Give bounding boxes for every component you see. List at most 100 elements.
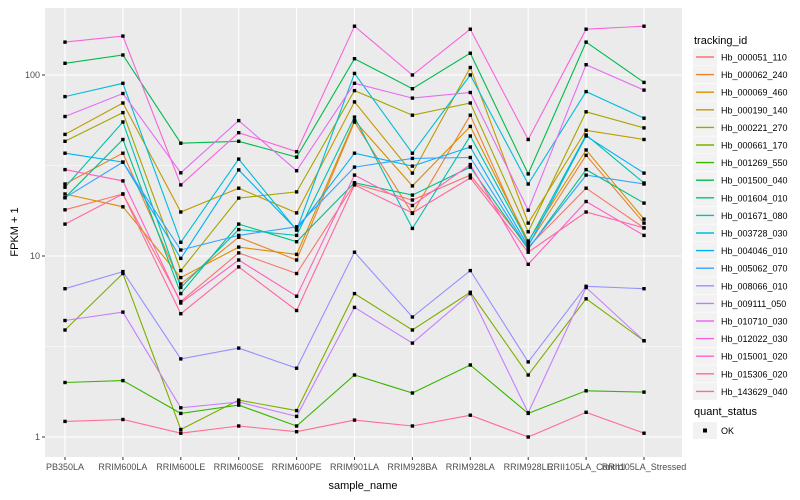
data-point-marker <box>121 160 125 164</box>
data-points <box>63 24 646 439</box>
data-point-marker <box>63 208 67 212</box>
data-point-marker <box>294 155 299 159</box>
data-point-marker <box>584 63 588 67</box>
data-point-marker <box>642 339 646 343</box>
data-point-marker <box>468 90 472 95</box>
data-point-marker <box>642 221 646 225</box>
data-point-marker <box>642 137 646 142</box>
data-point-marker <box>294 414 299 419</box>
data-point-marker <box>410 193 415 197</box>
data-point-marker <box>63 196 67 200</box>
data-point-marker <box>179 256 183 261</box>
data-point-marker <box>642 287 646 291</box>
data-point-marker <box>121 53 125 57</box>
data-point-marker <box>121 91 125 96</box>
data-point-marker <box>468 155 472 160</box>
data-point-marker <box>352 118 357 123</box>
data-point-marker <box>584 199 588 204</box>
legend-item-Hb_001671_080: Hb_001671_080 <box>693 206 788 224</box>
data-point-marker <box>121 120 125 124</box>
data-point-marker <box>179 291 183 296</box>
data-point-marker <box>179 268 183 273</box>
data-point-marker <box>121 417 125 422</box>
legend-label-Hb_012022_030: Hb_012022_030 <box>721 334 788 344</box>
data-point-marker <box>526 230 530 234</box>
data-point-marker <box>179 275 183 280</box>
data-point-marker <box>642 390 646 394</box>
data-point-marker <box>294 271 299 276</box>
data-point-marker <box>121 34 125 38</box>
data-point-marker <box>237 222 241 226</box>
data-point-marker <box>410 315 415 319</box>
data-point-marker <box>63 182 67 186</box>
data-point-marker <box>237 258 241 262</box>
y-tick-label-10: 10 <box>30 251 40 261</box>
data-point-marker <box>294 308 299 313</box>
data-point-marker <box>526 373 530 377</box>
data-point-marker <box>410 424 415 428</box>
data-point-marker <box>410 171 415 175</box>
axis-ticks-and-labels: 1 10 100 PB350LA RRIM600LA RRIM600LE RRIM600SE… <box>25 70 686 472</box>
y-axis-title: FPKM + 1 <box>9 207 21 256</box>
data-point-marker <box>468 113 472 117</box>
legend-label-Hb_005062_070: Hb_005062_070 <box>721 264 788 274</box>
data-point-marker <box>584 173 588 177</box>
plot-panel <box>45 8 682 457</box>
legend-item-Hb_143629_040: Hb_143629_040 <box>693 382 788 400</box>
legend-item-Hb_012022_030: Hb_012022_030 <box>693 330 788 348</box>
data-point-marker <box>410 96 415 100</box>
data-point-marker <box>352 173 357 177</box>
data-point-marker <box>294 150 299 154</box>
data-point-marker <box>179 210 183 214</box>
data-point-marker <box>468 65 472 70</box>
data-point-marker <box>294 408 299 413</box>
data-point-marker <box>237 157 241 161</box>
legend-label-Hb_001604_010: Hb_001604_010 <box>721 193 788 203</box>
data-point-marker <box>352 57 357 61</box>
data-point-marker <box>410 113 415 117</box>
data-point-marker <box>584 128 588 132</box>
legend-label-Hb_143629_040: Hb_143629_040 <box>721 387 788 397</box>
data-point-marker <box>179 411 183 416</box>
x-tick-label-RRIM928LA: RRIM928LA <box>446 462 495 472</box>
data-point-marker <box>237 139 241 143</box>
data-point-marker <box>642 201 646 205</box>
x-tick-label-RRIM600LE: RRIM600LE <box>156 462 205 472</box>
legend-item-Hb_015306_020: Hb_015306_020 <box>693 365 788 383</box>
data-point-marker <box>468 268 472 273</box>
legend-item-Hb_001269_550: Hb_001269_550 <box>693 154 788 172</box>
legend-item-Hb_010710_030: Hb_010710_030 <box>693 312 788 330</box>
data-point-marker <box>642 182 646 186</box>
data-point-marker <box>584 89 588 94</box>
data-point-marker <box>584 410 588 414</box>
data-point-marker <box>121 101 125 105</box>
data-point-marker <box>526 262 530 266</box>
data-point-marker <box>352 71 357 76</box>
data-point-marker <box>121 179 125 183</box>
data-point-marker <box>526 137 530 142</box>
data-point-marker <box>584 110 588 114</box>
data-point-marker <box>179 240 183 244</box>
data-point-marker <box>63 419 67 424</box>
legend-item-ok: OK <box>693 422 734 439</box>
legend-item-Hb_000221_270: Hb_000221_270 <box>693 118 788 136</box>
data-point-marker <box>468 134 472 138</box>
data-point-marker <box>63 40 67 44</box>
legend-item-Hb_000062_240: Hb_000062_240 <box>693 66 788 84</box>
legend-panel: tracking_id Hb_000051_110Hb_000062_240Hb… <box>693 35 788 439</box>
data-point-marker <box>468 51 472 55</box>
data-point-marker <box>179 248 183 252</box>
data-point-marker <box>294 258 299 262</box>
x-tick-label-PB350LA: PB350LA <box>46 462 84 472</box>
data-point-marker <box>179 183 183 187</box>
data-point-marker <box>468 73 472 77</box>
data-point-marker <box>352 151 357 155</box>
data-point-marker <box>410 198 415 202</box>
legend-item-Hb_001604_010: Hb_001604_010 <box>693 189 788 207</box>
data-point-marker <box>237 196 241 200</box>
data-point-marker <box>237 251 241 255</box>
data-point-marker <box>179 171 183 175</box>
data-point-marker <box>294 430 299 434</box>
data-point-marker <box>179 285 183 290</box>
